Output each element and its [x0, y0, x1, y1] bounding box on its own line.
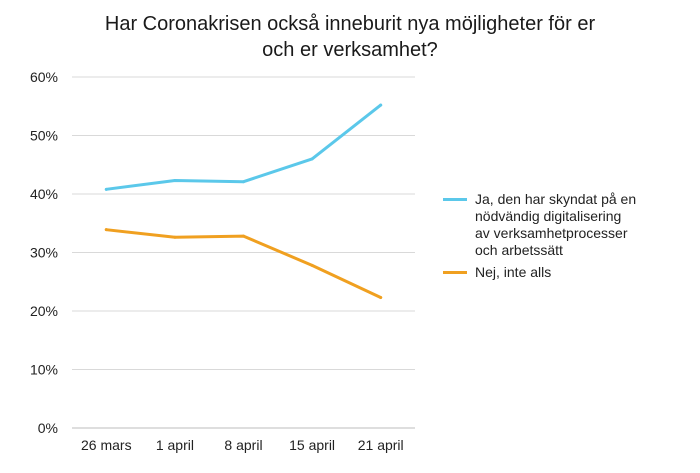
data-point [242, 180, 245, 184]
series-line-2 [104, 228, 383, 300]
y-tick-label: 0% [38, 420, 58, 436]
legend-label-line: av verksamhetprocesser [475, 225, 628, 241]
legend-label-line: Nej, inte alls [475, 264, 552, 280]
y-tick-label: 40% [30, 186, 58, 202]
chart-title-line-1: Har Coronakrisen också inneburit nya möj… [104, 13, 596, 35]
data-point [379, 296, 383, 300]
legend-swatch [443, 198, 467, 201]
data-point [379, 103, 383, 107]
y-tick-label: 20% [30, 303, 58, 319]
x-tick-label: 1 april [156, 437, 194, 453]
y-tick-label: 60% [30, 69, 58, 85]
data-point [310, 157, 314, 161]
x-tick-label: 26 mars [81, 437, 132, 453]
legend-label: Nej, inte alls [475, 264, 665, 281]
chart-title-line-2: och er verksamhet? [262, 39, 438, 61]
legend-label-line: nödvändig digitalisering [475, 208, 622, 224]
data-point [173, 235, 177, 239]
x-tick-label: 8 april [224, 437, 262, 453]
data-point [242, 234, 245, 238]
x-tick-label: 21 april [358, 437, 404, 453]
data-point [104, 187, 108, 191]
legend-label-line: Ja, den har skyndat på en [475, 191, 637, 207]
legend-label: Ja, den har skyndat på en nödvändig digit… [475, 191, 665, 259]
legend-item-1: Ja, den har skyndat på en nödvändig digit… [443, 191, 683, 259]
chart-title: Har Coronakrisen också inneburit nya möj… [60, 11, 640, 63]
legend-swatch [443, 271, 467, 274]
y-tick-label: 30% [30, 245, 58, 261]
data-point [173, 179, 177, 183]
data-point [104, 228, 108, 232]
data-point [310, 263, 314, 267]
legend: Ja, den har skyndat på en nödvändig digit… [443, 191, 683, 286]
legend-label-line: och arbetssätt [475, 242, 563, 258]
legend-item-2: Nej, inte alls [443, 264, 683, 281]
y-tick-label: 10% [30, 362, 58, 378]
x-tick-label: 15 april [289, 437, 335, 453]
series-line-1 [104, 103, 383, 191]
y-tick-label: 50% [30, 128, 58, 144]
